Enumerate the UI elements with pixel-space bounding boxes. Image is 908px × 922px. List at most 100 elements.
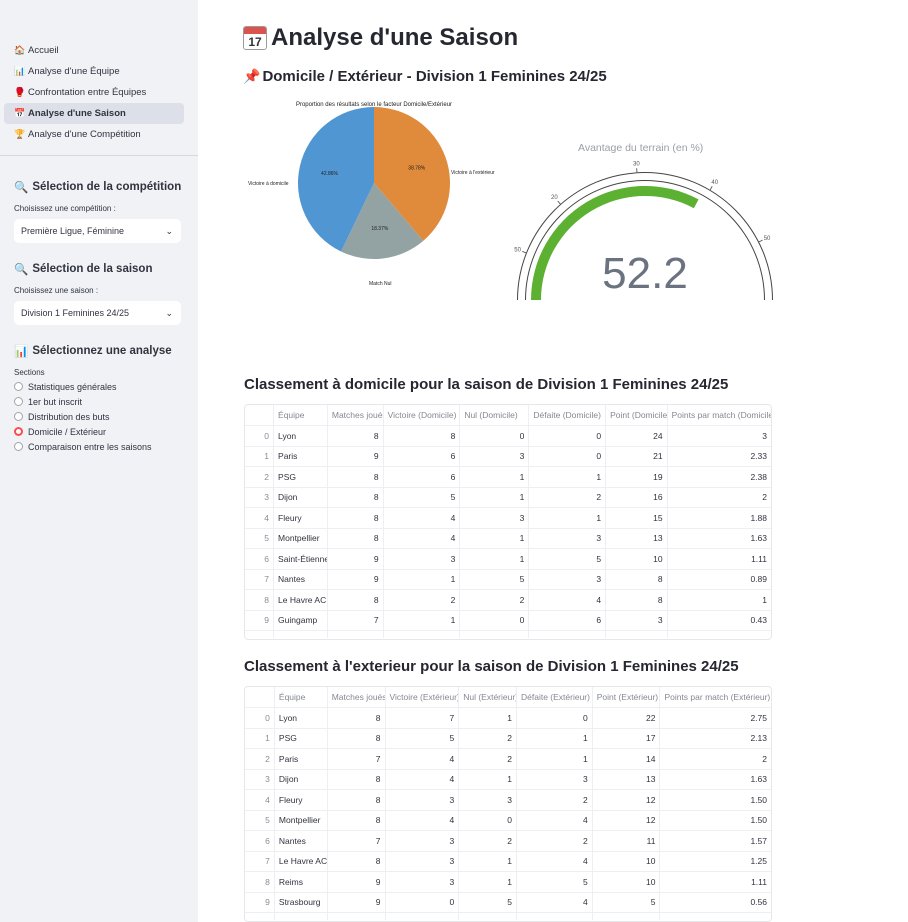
calendar-icon: 📅 — [14, 108, 26, 118]
radio-option-comparaison[interactable]: Comparaison entre les saisons — [14, 439, 184, 454]
table-cell: 9 — [328, 549, 384, 569]
team-cell: PSG — [275, 728, 328, 748]
column-header[interactable]: Nul (Extérieur) — [459, 687, 517, 707]
column-header[interactable]: Nul (Domicile) — [460, 405, 530, 425]
team-cell: Dijon — [274, 487, 328, 507]
column-header[interactable]: Point (Domicile) — [606, 405, 668, 425]
table-row-partial — [245, 631, 771, 638]
radio-option-premier-but[interactable]: 1er but inscrit — [14, 394, 184, 409]
radio-option-domicile-exterieur[interactable]: Domicile / Extérieur — [14, 424, 184, 439]
table-cell: 8 — [328, 769, 386, 789]
competition-title: Sélection de la compétition — [32, 181, 182, 193]
pie-category-label: Victoire à domicile — [248, 181, 289, 187]
nav-item-analyse-equipe[interactable]: 📊 Analyse d'une Équipe — [4, 61, 184, 82]
column-header[interactable]: Équipe — [275, 687, 328, 707]
table-row: 1 PSG 8 5 2 1 17 2.13 — [245, 728, 771, 749]
table-cell: 14 — [593, 749, 661, 769]
column-header[interactable]: Équipe — [274, 405, 328, 425]
radio-button[interactable] — [14, 382, 23, 391]
row-index: 6 — [245, 831, 275, 851]
table-cell: 3 — [386, 831, 460, 851]
table-cell: 0 — [517, 708, 593, 728]
table-cell: 5 — [459, 892, 517, 912]
table-cell: 5 — [517, 872, 593, 892]
table-cell: 0 — [529, 446, 607, 466]
table-cell: 3 — [386, 872, 460, 892]
table-row: 1 Paris 9 6 3 0 21 2.33 — [245, 446, 771, 467]
row-index: 5 — [245, 810, 275, 830]
table-cell: 1 — [762, 594, 767, 605]
table-cell: 4 — [517, 892, 593, 912]
analysis-section: 📊 Sélectionnez une analyse Sections Stat… — [14, 344, 184, 454]
row-index: 6 — [245, 549, 275, 569]
home-table[interactable]: Équipe Matches joués Victoire (Domicile) Nu… — [244, 404, 772, 640]
column-header[interactable]: Défaite (Extérieur) — [517, 687, 593, 707]
nav-label: Confrontation entre Équipes — [28, 87, 147, 98]
team-cell: Le Havre AC — [275, 851, 328, 871]
gauge-tick-label: 20 — [551, 195, 558, 201]
table-cell: 5 — [593, 892, 661, 912]
table-cell: 1.11 — [751, 876, 767, 887]
nav-item-analyse-competition[interactable]: 🏆 Analyse d'une Compétition — [4, 124, 184, 145]
column-header[interactable]: Matches joués — [328, 405, 384, 425]
column-header[interactable]: Matches joués — [328, 687, 386, 707]
table-cell: 13 — [593, 769, 661, 789]
table-cell: 0.89 — [750, 574, 767, 585]
table-cell: 7 — [328, 610, 384, 630]
column-header[interactable]: Points par match (Domicile) — [671, 410, 771, 420]
radio-button[interactable] — [14, 397, 23, 406]
row-index: 2 — [245, 749, 275, 769]
boxing-glove-icon: 🥊 — [14, 87, 26, 97]
table-cell: 12 — [593, 810, 661, 830]
radio-button[interactable] — [14, 442, 23, 451]
table-cell: 2 — [762, 753, 767, 764]
team-cell: Paris — [274, 446, 328, 466]
radio-option-distribution[interactable]: Distribution des buts — [14, 409, 184, 424]
table-cell: 2 — [459, 728, 517, 748]
row-index: 4 — [245, 508, 275, 528]
column-header[interactable]: Victoire (Extérieur) — [386, 687, 460, 707]
column-header[interactable]: Points par match (Extérieur) — [664, 692, 771, 702]
table-row: 4 Fleury 8 3 3 2 12 1.50 — [245, 790, 771, 811]
table-cell: 1 — [460, 487, 530, 507]
table-cell: 1.63 — [750, 774, 767, 785]
section-subtitle-text: Domicile / Extérieur - Division 1 Femini… — [262, 68, 607, 85]
nav-item-accueil[interactable]: 🏠 Accueil — [4, 40, 184, 61]
table-cell: 4 — [386, 769, 460, 789]
table-row: 7 Le Havre AC 8 3 1 4 10 1.25 — [245, 851, 771, 872]
table-cell: 0.43 — [750, 615, 767, 626]
team-cell: Saint-Étienne — [274, 549, 328, 569]
analysis-heading: 📊 Sélectionnez une analyse — [14, 344, 184, 358]
table-cell: 2 — [517, 790, 593, 810]
table-cell: 1 — [517, 728, 593, 748]
sections-label: Sections — [14, 368, 45, 377]
table-cell: 1.88 — [750, 512, 767, 523]
nav-item-analyse-saison[interactable]: 📅 Analyse d'une Saison — [4, 103, 184, 124]
radio-button-selected[interactable] — [14, 427, 23, 436]
table-cell: 10 — [593, 851, 661, 871]
team-cell: Le Havre AC — [274, 590, 328, 610]
column-header[interactable]: Point (Extérieur) — [593, 687, 661, 707]
table-cell: 6 — [529, 610, 607, 630]
column-header[interactable]: Défaite (Domicile) — [529, 405, 607, 425]
row-index: 8 — [245, 590, 275, 610]
competition-select[interactable]: Première Ligue, Féminine ⌄ — [14, 219, 181, 243]
table-row: 3 Dijon 8 5 1 2 16 2 — [245, 487, 771, 508]
table-cell: 1 — [459, 851, 517, 871]
column-header[interactable]: Victoire (Domicile) — [384, 405, 461, 425]
table-cell: 8 — [328, 426, 384, 446]
row-index: 7 — [245, 851, 275, 871]
table-cell: 8 — [328, 790, 386, 810]
table-cell: 7 — [328, 831, 386, 851]
radio-button[interactable] — [14, 412, 23, 421]
season-select[interactable]: Division 1 Feminines 24/25 ⌄ — [14, 301, 181, 325]
row-index: 3 — [245, 769, 275, 789]
table-cell: 2 — [384, 590, 461, 610]
radio-option-statistiques[interactable]: Statistiques générales — [14, 379, 184, 394]
table-cell: 1 — [384, 569, 461, 589]
nav-item-confrontation[interactable]: 🥊 Confrontation entre Équipes — [4, 82, 184, 103]
pie-category-label: Match Nul — [369, 281, 392, 287]
table-cell: 2 — [459, 749, 517, 769]
away-table[interactable]: Équipe Matches joués Victoire (Extérieur) N… — [244, 686, 772, 922]
table-cell: 17 — [593, 728, 661, 748]
